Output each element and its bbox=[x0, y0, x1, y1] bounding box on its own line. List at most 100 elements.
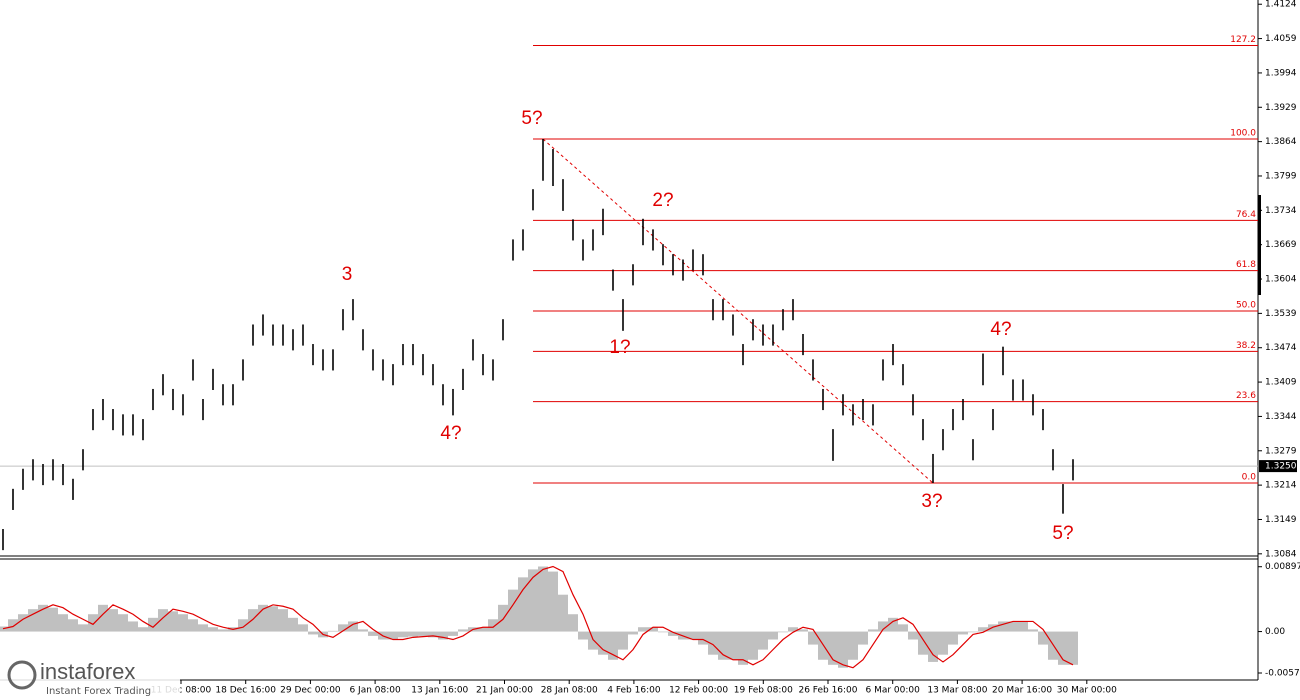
y-tick-label: 1.3734 bbox=[1265, 206, 1297, 216]
wave-label: 5? bbox=[521, 108, 542, 129]
histogram-bar bbox=[978, 627, 988, 632]
histogram-bar bbox=[248, 609, 258, 632]
histogram-bar bbox=[288, 617, 298, 632]
histogram-bar bbox=[358, 629, 368, 632]
histogram-bar bbox=[1058, 631, 1068, 665]
y-tick-label: 1.3604 bbox=[1265, 275, 1297, 285]
x-tick-label: 12 Feb 00:00 bbox=[669, 686, 728, 696]
y-tick-label: 1.3994 bbox=[1265, 68, 1297, 78]
logo-background bbox=[0, 655, 180, 700]
histogram-bar bbox=[898, 624, 908, 632]
signal-line bbox=[2, 565, 1074, 669]
y-tick-label: 1.3929 bbox=[1265, 103, 1297, 113]
y-tick-label: 1.3864 bbox=[1265, 137, 1297, 147]
y-tick-label: 1.3149 bbox=[1265, 515, 1297, 525]
fib-base bbox=[542, 138, 934, 484]
x-tick-label: 13 Mar 08:00 bbox=[927, 686, 987, 696]
histogram-bar bbox=[628, 631, 638, 635]
histogram-bar bbox=[188, 619, 198, 632]
histogram-bar bbox=[38, 604, 48, 632]
histogram-bar bbox=[748, 631, 758, 660]
x-tick-label: 26 Feb 16:00 bbox=[798, 686, 857, 696]
logo-icon bbox=[7, 660, 37, 690]
current-price-box bbox=[1259, 460, 1297, 473]
fib-label: 127.2 bbox=[1230, 35, 1256, 45]
fib-label: 23.6 bbox=[1236, 391, 1256, 401]
histogram-bar bbox=[218, 629, 228, 632]
histogram-bar bbox=[828, 631, 838, 665]
wave-label: 3? bbox=[921, 491, 942, 512]
x-tick-label: 6 Jan 08:00 bbox=[349, 686, 401, 696]
histogram-bar bbox=[328, 630, 338, 632]
x-tick-label: 4 Feb 16:00 bbox=[607, 686, 661, 696]
wave-label: 2? bbox=[652, 190, 673, 211]
histogram-bar bbox=[348, 621, 358, 632]
histogram-bar bbox=[698, 631, 708, 645]
histogram-bar bbox=[608, 631, 618, 660]
y-tick-label: 1.3344 bbox=[1265, 412, 1297, 422]
histogram-bar bbox=[488, 619, 498, 632]
histogram-bar bbox=[968, 631, 978, 633]
histogram-bar bbox=[28, 609, 38, 632]
x-tick-label: 6 Mar 00:00 bbox=[866, 686, 921, 696]
histogram-bar bbox=[138, 627, 148, 632]
y-tick-label: 1.3084 bbox=[1265, 549, 1297, 559]
histogram-bar bbox=[798, 629, 808, 632]
histogram-bar bbox=[688, 631, 698, 640]
y-tick-label: 1.3799 bbox=[1265, 171, 1297, 181]
fib-label: 38.2 bbox=[1236, 341, 1256, 351]
histogram-bar bbox=[448, 631, 458, 636]
histogram-bar bbox=[718, 631, 728, 660]
histogram-bar bbox=[18, 614, 28, 632]
histogram-bar bbox=[618, 631, 628, 650]
histogram-bar bbox=[428, 631, 438, 638]
histogram-bar bbox=[338, 624, 348, 632]
histogram-bar bbox=[88, 614, 98, 632]
histogram-bar bbox=[258, 604, 268, 632]
x-tick-label: 11 Dec 08:00 bbox=[151, 686, 212, 696]
y-tick-label: 1.3214 bbox=[1265, 481, 1297, 491]
histogram-bar bbox=[1028, 629, 1038, 632]
current-price-label: 1.3250 bbox=[1265, 462, 1297, 472]
wave-label: 4? bbox=[990, 319, 1011, 340]
histogram-bar bbox=[168, 611, 178, 632]
y-tick-label: 1.4059 bbox=[1265, 34, 1297, 44]
y-tick-label: 1.3279 bbox=[1265, 446, 1297, 456]
histogram-bar bbox=[598, 631, 608, 655]
histogram-bar bbox=[548, 571, 558, 632]
x-tick-label: 18 Dec 16:00 bbox=[215, 686, 276, 696]
histogram-bar bbox=[438, 631, 448, 640]
histogram-bar bbox=[1068, 631, 1078, 665]
histogram-bar bbox=[108, 609, 118, 632]
histogram-bar bbox=[538, 566, 548, 632]
histogram-bar bbox=[878, 621, 888, 632]
histogram-bar bbox=[888, 617, 898, 632]
wave-label: 4? bbox=[440, 423, 461, 444]
histogram-bar bbox=[728, 631, 738, 660]
y-tick-label: 1.3539 bbox=[1265, 309, 1297, 319]
histogram-bar bbox=[198, 624, 208, 632]
x-tick-label: 29 Dec 00:00 bbox=[280, 686, 341, 696]
fib-label: 50.0 bbox=[1236, 301, 1256, 311]
logo: instaforex Instant Forex Trading bbox=[0, 655, 180, 700]
histogram-bar bbox=[528, 569, 538, 632]
histogram-bar bbox=[238, 619, 248, 632]
histogram-bar bbox=[408, 631, 418, 637]
y-tick-label: 1.3669 bbox=[1265, 240, 1297, 250]
histogram-bar bbox=[848, 631, 858, 660]
histogram-bar bbox=[268, 606, 278, 632]
histogram-bar bbox=[568, 614, 578, 632]
histogram-bar bbox=[78, 624, 88, 632]
histogram-bar bbox=[768, 631, 778, 640]
histogram-bar bbox=[398, 631, 408, 638]
histogram-bar bbox=[68, 619, 78, 632]
y-tick-label: 1.3409 bbox=[1265, 378, 1297, 388]
histogram-bar bbox=[648, 627, 658, 632]
fib-label: 0.0 bbox=[1242, 473, 1257, 483]
fib-label: 61.8 bbox=[1236, 260, 1256, 270]
histogram-bar bbox=[478, 627, 488, 632]
histogram-bar bbox=[308, 631, 318, 635]
histogram-bar bbox=[458, 629, 468, 632]
logo-name: instaforex bbox=[40, 659, 135, 684]
x-tick-label: 21 Jan 00:00 bbox=[476, 686, 533, 696]
